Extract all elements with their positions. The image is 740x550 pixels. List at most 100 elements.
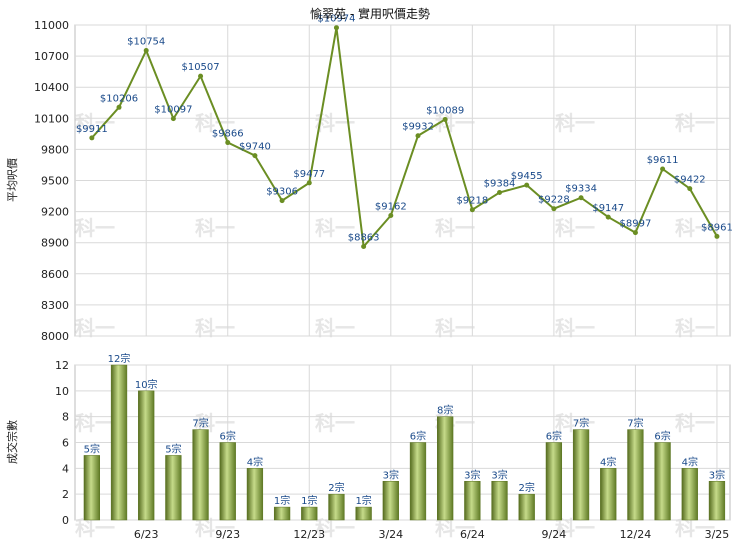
price-point — [442, 116, 448, 122]
price-tick-label: 8300 — [41, 299, 69, 312]
x-tick-label: 3/24 — [378, 528, 403, 541]
price-data-label: $8997 — [620, 219, 652, 230]
volume-bar — [627, 429, 644, 521]
watermark-text: 科一 — [675, 111, 715, 135]
watermark-text: 科一 — [195, 216, 235, 240]
x-tick-label: 9/24 — [542, 528, 567, 541]
price-point — [415, 133, 421, 139]
price-point — [89, 135, 95, 141]
volume-data-label: 1宗 — [301, 494, 317, 507]
price-data-label: $9384 — [484, 179, 516, 190]
price-point — [143, 48, 149, 54]
price-tick-label: 10100 — [34, 112, 69, 125]
data-labels: 5宗 12宗 10宗 5宗 7宗 6宗 4宗 1宗 1宗 2宗 1宗 3宗 6宗 8宗 3宗 3宗 2宗 6宗 7宗… — [76, 14, 733, 507]
volume-tick-label: 2 — [62, 488, 69, 501]
volume-data-label: 1宗 — [355, 494, 371, 507]
price-data-label: $10206 — [100, 93, 138, 104]
price-data-label: $8863 — [348, 233, 380, 244]
volume-bar — [600, 468, 617, 521]
price-point — [551, 206, 557, 212]
volume-data-label: 8宗 — [437, 404, 453, 417]
volume-bar — [110, 364, 128, 521]
watermark-text: 科一 — [315, 216, 355, 240]
volume-bar — [654, 442, 671, 521]
volume-bar — [437, 416, 454, 521]
volume-bars — [83, 364, 726, 521]
volume-tick-label: 8 — [62, 411, 69, 424]
volume-data-label: 4宗 — [682, 455, 698, 468]
price-data-label: $10507 — [181, 62, 219, 73]
price-axis-title: 平均呎價 — [5, 158, 19, 202]
volume-tick-label: 6 — [62, 437, 69, 450]
watermark-text: 科一 — [75, 216, 115, 240]
price-tick-label: 10400 — [34, 81, 69, 94]
price-point — [198, 73, 204, 79]
price-data-label: $9422 — [674, 175, 706, 186]
volume-tick-label: 10 — [55, 385, 69, 398]
watermark-text: 科一 — [75, 111, 115, 135]
price-point — [333, 25, 339, 31]
volume-bar — [491, 481, 508, 521]
x-tick-label: 6/24 — [460, 528, 485, 541]
volume-bar — [219, 442, 236, 521]
price-data-label: $9162 — [375, 202, 407, 213]
price-point — [361, 244, 367, 250]
price-data-label: $10097 — [154, 105, 192, 116]
price-tick-label: 9500 — [41, 175, 69, 188]
volume-data-label: 1宗 — [274, 494, 290, 507]
price-point — [687, 186, 693, 192]
watermark-text: 科一 — [435, 216, 475, 240]
price-data-label: $9455 — [511, 171, 543, 182]
volume-bar — [518, 493, 535, 521]
volume-axis-title: 成交宗數 — [5, 420, 19, 464]
price-tick-label: 9800 — [41, 143, 69, 156]
price-data-label: $9147 — [592, 203, 624, 214]
price-grid — [74, 24, 731, 337]
price-data-label: $9740 — [239, 142, 271, 153]
volume-axis: 0 2 4 6 8 10 12 6/23 9/23 12/23 3/24 6/24 9/24 12/24 3… — [55, 359, 729, 541]
volume-data-label: 2宗 — [328, 481, 344, 494]
volume-data-label: 12宗 — [108, 352, 131, 365]
volume-data-label: 7宗 — [192, 417, 208, 430]
watermark-text: 科一 — [315, 411, 355, 435]
volume-data-label: 10宗 — [135, 378, 158, 391]
volume-data-label: 3宗 — [383, 468, 399, 481]
watermark-text: 科一 — [435, 111, 475, 135]
volume-bar — [681, 468, 698, 521]
watermark-text: 科一 — [195, 111, 235, 135]
volume-data-label: 7宗 — [627, 417, 643, 430]
x-tick-label: 9/23 — [215, 528, 240, 541]
watermark-text: 科一 — [75, 411, 115, 435]
volume-data-label: 6宗 — [654, 430, 670, 443]
volume-bar — [246, 468, 264, 521]
price-data-label: $9228 — [538, 195, 570, 206]
volume-bar — [572, 429, 590, 521]
volume-data-label: 5宗 — [84, 442, 100, 455]
volume-data-label: 5宗 — [165, 442, 181, 455]
price-series — [89, 25, 720, 250]
price-data-label: $8961 — [701, 222, 733, 233]
volume-bar — [83, 455, 100, 521]
x-tick-label: 3/25 — [705, 528, 730, 541]
price-tick-label: 8000 — [41, 330, 69, 343]
price-data-label: $9477 — [293, 169, 325, 180]
price-point — [388, 213, 394, 219]
price-point — [170, 116, 176, 122]
price-point — [116, 104, 122, 110]
volume-tick-label: 12 — [55, 359, 69, 372]
price-point — [605, 214, 611, 220]
volume-data-label: 6宗 — [220, 430, 236, 443]
price-tick-label: 10700 — [34, 50, 69, 63]
volume-data-label: 6宗 — [546, 430, 562, 443]
price-data-label: $9866 — [212, 129, 244, 140]
price-point — [252, 153, 258, 159]
volume-tick-label: 4 — [62, 462, 69, 475]
x-tick-label: 6/23 — [134, 528, 159, 541]
volume-bar — [382, 481, 399, 521]
volume-bar — [355, 506, 372, 521]
volume-bar — [165, 455, 182, 521]
watermark-text: 科一 — [555, 216, 595, 240]
price-point — [225, 140, 231, 146]
volume-data-label: 6宗 — [410, 430, 426, 443]
